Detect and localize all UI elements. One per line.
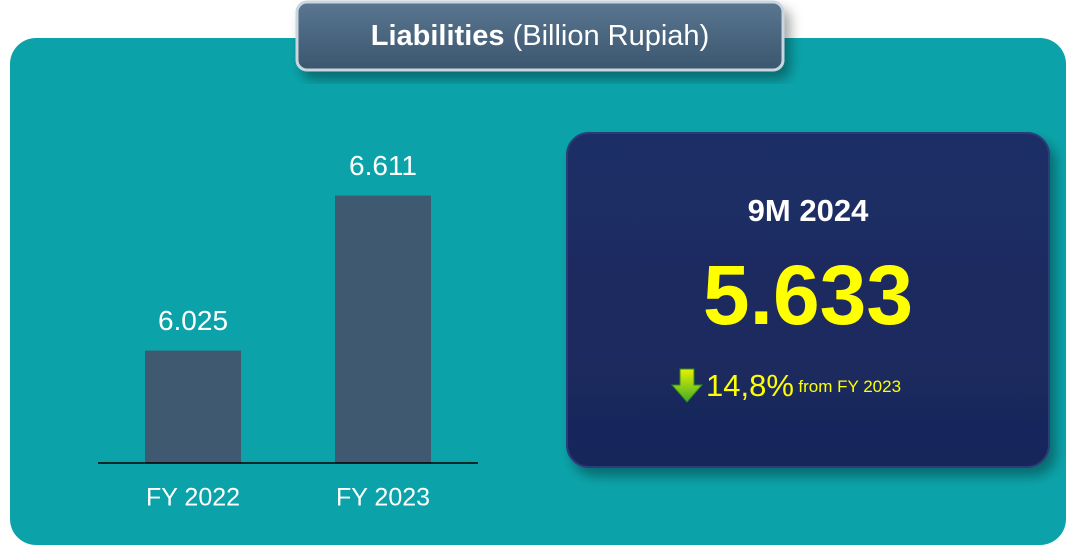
bar [145,350,241,463]
title-pill [295,0,785,72]
title-main: Liabilities [371,20,505,52]
down-arrow [670,368,704,403]
title-unit: (Billion Rupiah) [513,20,710,52]
value-label: 6.611 [349,150,417,181]
x-tick-label: FY 2023 [336,484,430,512]
highlight-value: 5.633 [703,248,913,342]
title: Liabilities (Billion Rupiah) [371,20,709,52]
change-value: 14,8% [706,368,794,403]
value-label: 6.025 [158,305,228,336]
x-tick-label: FY 2022 [146,484,240,512]
change-note: from FY 2023 [798,377,901,396]
bar-chart: 6.025 FY 2022 6.611 FY 2023 [145,150,431,512]
highlight-change: 14,8% from FY 2023 [706,368,901,403]
highlight-period: 9M 2024 [748,193,869,228]
bar [335,195,431,463]
